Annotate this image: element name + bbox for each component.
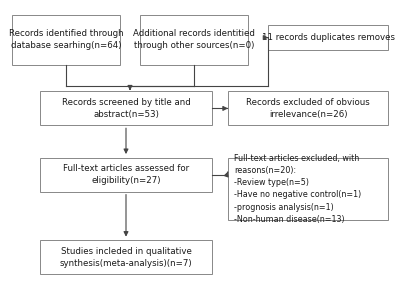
FancyBboxPatch shape: [228, 158, 388, 220]
FancyBboxPatch shape: [40, 158, 212, 192]
FancyBboxPatch shape: [40, 240, 212, 274]
Text: Full-text articles assessed for
eligibility(n=27): Full-text articles assessed for eligibil…: [63, 164, 189, 185]
Text: Additional records identitied
through other sources(n=0): Additional records identitied through ot…: [133, 29, 255, 50]
FancyBboxPatch shape: [140, 15, 248, 65]
Text: Studies incleded in qualitative
synthesis(meta-analysis)(n=7): Studies incleded in qualitative synthesi…: [60, 247, 192, 268]
FancyBboxPatch shape: [40, 91, 212, 125]
FancyBboxPatch shape: [268, 25, 388, 50]
Text: Records identified through
database searhing(n=64): Records identified through database sear…: [9, 29, 123, 50]
Text: Full-text articles excluded, with
reasons(n=20):
-Review type(n=5)
-Have no nega: Full-text articles excluded, with reason…: [234, 154, 361, 224]
Text: Records screened by title and
abstract(n=53): Records screened by title and abstract(n…: [62, 98, 190, 119]
FancyBboxPatch shape: [228, 91, 388, 125]
Text: 11 records duplicates removes: 11 records duplicates removes: [262, 33, 394, 42]
FancyBboxPatch shape: [12, 15, 120, 65]
Text: Records excluded of obvious
irrelevance(n=26): Records excluded of obvious irrelevance(…: [246, 98, 370, 119]
